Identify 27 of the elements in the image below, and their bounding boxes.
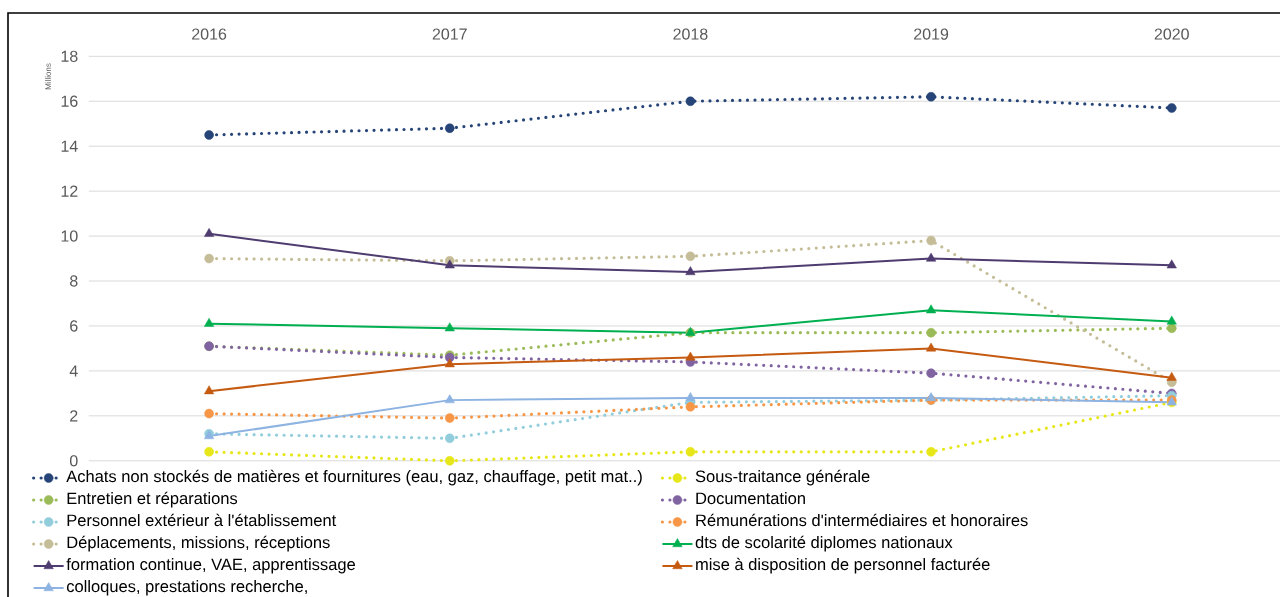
y-tick-label: 10 [61,230,78,242]
y-tick-label: 14 [61,140,78,152]
x-tick-label: 2017 [432,28,467,40]
legend-label: Documentation [696,492,805,505]
legend-label: Sous-traitance générale [695,469,870,486]
legend-label: Déplacements, missions, réceptions [67,535,330,552]
y-axis-title: Millions [45,63,51,90]
legend-label: formation continue, VAE, apprentissage [66,558,355,574]
legend-label: Rémunérations d'intermédiaires et honoraires [696,513,1028,527]
y-tick-label: 18 [61,50,78,62]
y-tick-label: 6 [70,320,78,332]
x-tick-label: 2018 [673,28,708,40]
y-tick-label: 0 [69,455,78,467]
y-tick-label: 8 [70,275,78,287]
legend-label: mise à disposition de personnel facturée [696,557,990,574]
y-tick-label: 4 [69,365,78,377]
legend-label: Achats non stockés de matières et fournitures (eau, gaz, chauffage, petit mat..) [66,469,642,486]
legend-label: colloques, prestations recherche, [66,580,307,596]
y-tick-label: 2 [70,410,78,422]
y-tick-label: 16 [61,95,78,107]
legend-label: dts de scolarité diplomes nationaux [695,535,953,552]
legend-label: Entretien et réparations [67,491,238,508]
x-tick-label: 2019 [914,28,949,40]
y-tick-label: 12 [61,185,78,197]
legend-label: Personnel extérieur à l'établissement [67,513,337,527]
x-tick-label: 2016 [192,28,227,40]
x-tick-label: 2020 [1154,28,1189,40]
